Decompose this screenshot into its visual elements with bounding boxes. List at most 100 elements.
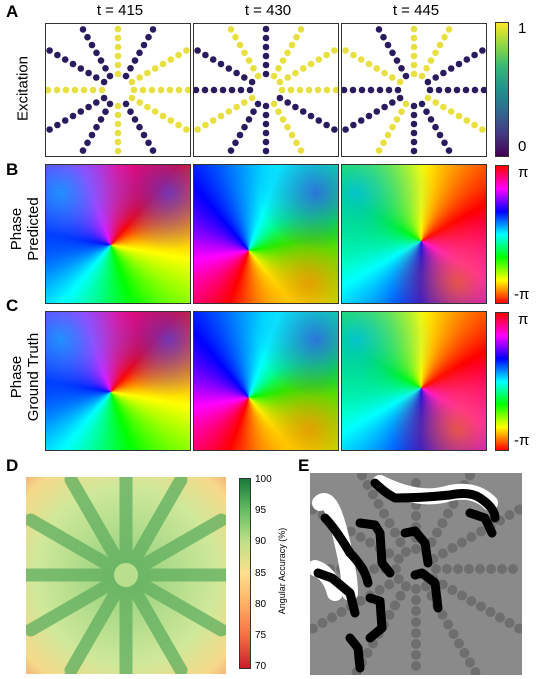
gray-dot <box>317 618 328 628</box>
gray-dot <box>476 601 486 612</box>
excitation-dot <box>250 65 257 72</box>
excitation-dot <box>227 147 235 154</box>
excitation-dot <box>402 72 410 80</box>
excitation-dot <box>148 86 156 94</box>
excitation-dot <box>423 108 430 115</box>
angular-accuracy-map <box>26 477 226 674</box>
trajectory-map <box>310 473 522 675</box>
excitation-dot <box>410 129 418 137</box>
excitation-dot <box>114 138 122 146</box>
gray-dot <box>456 590 467 601</box>
gray-dot <box>514 504 522 515</box>
excitation-dot <box>410 147 418 155</box>
excitation-dot <box>342 47 349 54</box>
excitation-dot <box>114 129 122 137</box>
gray-dot <box>393 574 404 584</box>
excitation-dot <box>233 69 240 77</box>
excitation-dot <box>262 147 270 155</box>
gray-dot <box>362 480 373 490</box>
excitation-dot <box>441 33 448 41</box>
excitation-colorbar <box>495 22 509 157</box>
excitation-dot <box>314 86 322 94</box>
excitation-dot <box>323 51 330 59</box>
column-title-t415: t = 415 <box>96 2 144 19</box>
excitation-dot <box>79 26 87 33</box>
excitation-dot <box>145 33 152 41</box>
excitation-dot <box>307 60 315 68</box>
excitation-dot <box>410 111 418 119</box>
gray-dot <box>464 564 474 574</box>
excitation-dot <box>241 49 248 57</box>
gray-dot <box>362 648 373 658</box>
excitation-dot <box>410 25 418 33</box>
accuracy-ray <box>26 568 133 637</box>
gray-dot <box>475 564 485 574</box>
gray-dot <box>365 537 376 548</box>
row-label-excitation: Excitation <box>14 55 32 122</box>
excitation-dot <box>236 41 244 49</box>
gray-dot <box>411 584 421 594</box>
excitation-dot <box>365 60 373 68</box>
excitation-dot <box>402 100 410 108</box>
excitation-dot <box>384 131 392 139</box>
excitation-dot <box>102 65 109 72</box>
gray-dot <box>465 473 475 481</box>
excitation-dot <box>380 139 387 147</box>
phase-ground-truth-plot-t445 <box>341 311 487 451</box>
excitation-dot <box>194 126 201 133</box>
excitation-dot <box>102 108 109 115</box>
excitation-dot <box>122 100 130 108</box>
gray-dot <box>411 661 421 671</box>
excitation-dot <box>262 102 270 110</box>
excitation-dot <box>167 117 175 124</box>
excitation-dot <box>262 129 270 137</box>
excitation-dot <box>250 108 257 115</box>
gray-dot <box>390 600 400 611</box>
excitation-dot <box>85 103 92 111</box>
phase-predicted-plot-t415 <box>45 164 191 304</box>
phase-ground-truth-colorbar-tick-min: -π <box>514 432 530 449</box>
gray-dot <box>395 537 406 548</box>
excitation-plot-t445 <box>341 23 487 157</box>
excitation-dot <box>389 99 396 106</box>
row-label-phase-predicted: Phase Predicted <box>8 179 42 279</box>
excitation-dot <box>209 117 217 124</box>
excitation-dot <box>284 74 291 81</box>
excitation-dot <box>384 41 392 49</box>
excitation-dot <box>167 56 175 63</box>
phase-predicted-colorbar-tick-min: -π <box>514 286 530 303</box>
gray-dot <box>448 499 459 509</box>
excitation-dot <box>89 86 97 94</box>
accuracy-tick-75: 75 <box>255 630 267 641</box>
accuracy-tick-95: 95 <box>255 505 267 516</box>
phase-predicted-colorbar-tick-max: π <box>518 164 529 181</box>
phase-ground-truth-plot-t430 <box>193 311 339 451</box>
excitation-dot <box>254 100 262 108</box>
excitation-dot <box>393 116 401 123</box>
excitation-dot <box>396 78 404 86</box>
excitation-dot <box>332 86 338 94</box>
excitation-dot <box>445 147 453 154</box>
excitation-dot <box>297 147 305 154</box>
excitation-dot <box>410 43 418 51</box>
excitation-dot <box>217 112 225 120</box>
excitation-dot <box>236 131 244 139</box>
excitation-dot <box>93 123 100 131</box>
gray-dot <box>411 617 421 627</box>
gray-dot <box>336 607 347 617</box>
excitation-dot <box>410 34 418 42</box>
excitation-dot <box>432 74 439 81</box>
excitation-dot <box>357 56 365 63</box>
phase-ground-truth-plot-t415 <box>45 311 191 451</box>
accuracy-ray <box>64 477 133 582</box>
gray-dot <box>437 609 448 620</box>
excitation-dot <box>279 57 287 64</box>
excitation-dot <box>140 131 148 139</box>
accuracy-ray <box>26 513 133 582</box>
gray-dot <box>401 581 411 592</box>
excitation-dot <box>77 108 85 115</box>
excitation-dot <box>233 103 240 111</box>
gray-dot <box>346 526 356 537</box>
excitation-dot <box>194 86 200 94</box>
excitation-dot <box>262 25 270 33</box>
